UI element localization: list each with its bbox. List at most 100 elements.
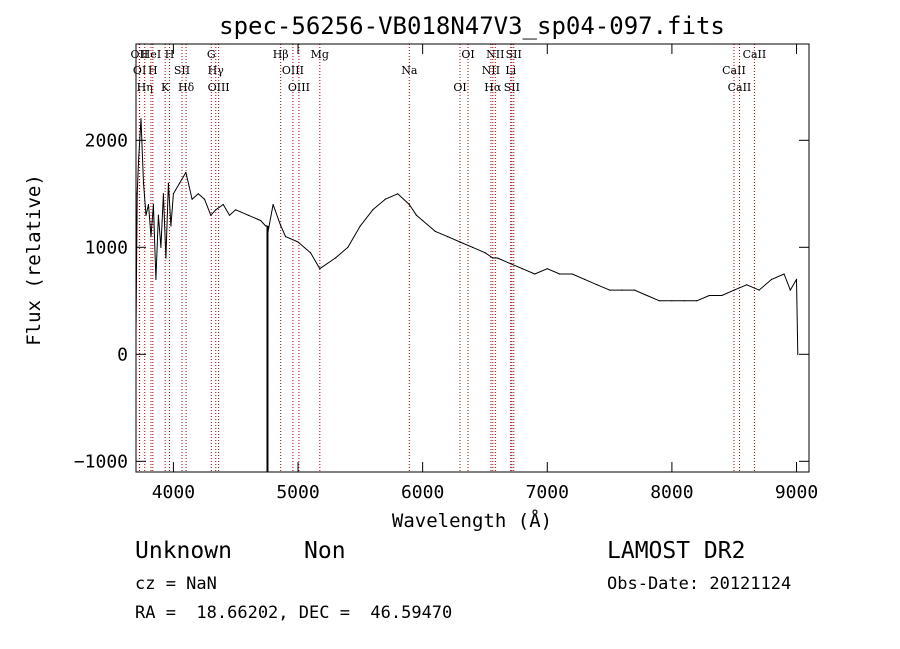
line-marker-label-19: NII: [482, 64, 500, 77]
spectrum-point-40: [359, 225, 361, 227]
chart-title: spec-56256-VB018N47V3_sp04-097.fits: [219, 12, 725, 40]
spectrum-point-51: [484, 252, 486, 254]
spectrum-point-47: [434, 230, 436, 232]
spectrum-point-62: [608, 289, 611, 291]
spectrum-point-66: [658, 300, 661, 302]
spectrum-point-49: [459, 241, 461, 243]
y-tick-label-2: 1000: [85, 237, 128, 258]
spectrum-point-64: [633, 289, 636, 291]
spectrum-point-43: [397, 193, 399, 195]
line-marker-label-12: Hβ: [273, 48, 289, 61]
line-marker-label-27: CaII: [743, 48, 767, 61]
x-tick-label-5: 9000: [775, 482, 818, 503]
spectrum-series: [135, 118, 799, 472]
line-marker-label-20: Hα: [484, 81, 502, 94]
spectrum-point-24: [222, 203, 224, 206]
x-axis: 4000 5000 6000 7000 8000 9000: [152, 44, 818, 503]
spectrum-point-29: [265, 225, 267, 227]
spectrum-point-17: [179, 182, 181, 184]
spectrum-point-52: [492, 257, 494, 259]
spectrum-point-23: [215, 209, 217, 211]
x-axis-label: Wavelength (Å): [392, 509, 552, 532]
spectrum-point-76: [783, 273, 785, 275]
y-axis: −1000 0 1000 2000: [74, 130, 809, 472]
spectrum-point-59: [571, 273, 573, 275]
spectrum-point-72: [733, 289, 735, 291]
spectrum-point-37: [319, 268, 321, 270]
line-marker-label-23: SII: [504, 81, 520, 94]
spectrum-point-16: [172, 193, 174, 195]
line-marker-label-15: Mg: [311, 48, 329, 61]
spectrum-point-45: [415, 214, 418, 216]
spectrum-point-10: [157, 214, 160, 216]
spectrum-point-53: [496, 257, 499, 259]
spectrum-point-60: [584, 278, 586, 280]
line-marker-label-26: CaII: [728, 81, 752, 94]
spectrum-point-56: [534, 273, 536, 275]
spectrum-point-39: [347, 246, 349, 248]
spectrum-point-46: [422, 219, 424, 222]
y-axis-label: Flux (relative): [23, 174, 45, 346]
line-marker-label-21: NII: [486, 48, 504, 61]
spectrum-point-61: [596, 284, 598, 286]
spectrum-point-54: [509, 262, 511, 264]
line-marker-label-11: OIII: [208, 81, 230, 94]
x-tick-label-4: 8000: [650, 482, 693, 503]
spectrum-point-75: [771, 278, 773, 280]
spectrum-point-18: [185, 171, 187, 173]
spectrum-point-28: [260, 219, 262, 222]
spectrum-point-9: [155, 278, 157, 280]
spectrum-point-25: [228, 214, 231, 216]
object-class: Unknown: [135, 538, 232, 564]
line-marker-label-25: CaII: [722, 64, 746, 77]
spectrum-point-7: [150, 236, 152, 238]
spectrum-point-41: [372, 209, 374, 211]
spectrum-point-20: [197, 193, 199, 195]
spectrum-point-70: [708, 294, 710, 297]
spectrum-point-78: [795, 278, 798, 280]
spectrum-point-32: [272, 203, 274, 206]
y-tick-label-3: 2000: [85, 130, 128, 151]
spectrum-point-35: [297, 241, 299, 243]
y-tick-label-1: 0: [117, 344, 128, 365]
line-marker-label-2: Hη: [137, 81, 153, 94]
spectrum-point-19: [191, 198, 193, 200]
line-marker-label-8: Hδ: [178, 81, 195, 94]
spectrum-point-11: [160, 246, 162, 248]
spectrum-point-73: [746, 284, 748, 286]
line-marker-label-9: G: [207, 48, 216, 61]
line-marker-label-5: K: [161, 81, 170, 94]
spectrum-point-55: [521, 268, 523, 270]
redshift-line: cz = NaN: [135, 574, 217, 594]
obs-date-line: Obs-Date: 20121124: [607, 574, 792, 594]
spectrum-point-50: [471, 246, 474, 248]
spectrum-point-48: [446, 236, 449, 238]
spectral-line-markers: OIIOIHηHeIHKHSIIHδGHγOIIIHβOIIIOIIIMgNaO…: [131, 44, 767, 472]
spectrum-point-44: [408, 203, 410, 206]
x-tick-label-0: 4000: [152, 482, 195, 503]
spectrum-point-14: [167, 182, 170, 184]
spectrum-point-13: [165, 257, 167, 259]
spectrum-point-71: [721, 294, 723, 297]
spectrum-point-2: [137, 161, 140, 163]
spectrum-point-3: [140, 118, 142, 120]
coordinates-line: RA = 18.66202, DEC = 46.59470: [135, 603, 453, 623]
spectrum-point-21: [203, 198, 206, 200]
line-marker-label-18: OI: [461, 48, 474, 61]
x-tick-label-1: 5000: [276, 482, 319, 503]
spectrum-point-63: [621, 289, 623, 291]
line-marker-label-24: SII: [506, 48, 522, 61]
line-marker-label-16: Na: [401, 64, 418, 77]
line-marker-label-10: Hγ: [208, 64, 225, 77]
spectrum-point-36: [309, 252, 312, 254]
spectrum-point-5: [145, 214, 147, 216]
spectrum-point-58: [559, 273, 561, 275]
line-marker-label-22: Li: [505, 64, 516, 77]
line-marker-label-0: OII: [131, 48, 149, 61]
spectrum-point-22: [210, 214, 212, 216]
spectrum-point-33: [280, 225, 282, 227]
survey-label: LAMOST DR2: [607, 538, 746, 564]
spectrum-point-42: [384, 198, 386, 200]
spectrum-point-65: [646, 294, 648, 297]
